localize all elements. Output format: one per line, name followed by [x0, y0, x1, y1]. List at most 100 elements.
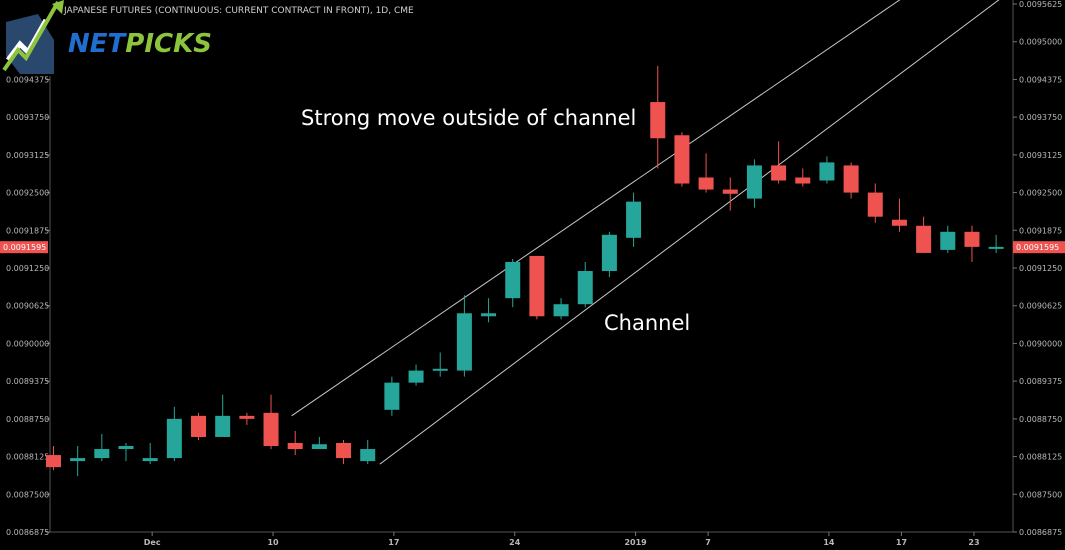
y-tick-label-right: 0.0088125 — [1019, 453, 1062, 462]
candle-body — [988, 246, 1004, 249]
last-price-label: 0.0091595 — [3, 243, 46, 252]
candle-body — [916, 225, 932, 253]
channel-lines — [291, 0, 1000, 465]
logo-arrowhead-icon — [52, 0, 64, 14]
y-tick-label-right: 0.0093750 — [1019, 113, 1062, 122]
candle — [118, 442, 134, 462]
candle — [408, 364, 424, 386]
candles — [46, 65, 1004, 477]
y-tick-label-right: 0.0091875 — [1019, 226, 1062, 235]
candle — [771, 141, 787, 184]
candle — [287, 430, 303, 456]
candle — [215, 394, 231, 437]
y-axis-left: 0.00956250.00950000.00943750.00937500.00… — [6, 0, 50, 537]
candle — [891, 198, 907, 232]
candle-body — [626, 201, 642, 238]
y-tick-label-right: 0.0088750 — [1019, 415, 1062, 424]
channel-line-upper — [291, 0, 901, 417]
candle-body — [432, 368, 448, 371]
candle-body — [771, 165, 787, 181]
candle — [529, 255, 545, 320]
candle-body — [505, 261, 521, 299]
candle — [191, 412, 207, 440]
x-tick-label: 7 — [705, 538, 711, 547]
y-tick-label-right: 0.0090625 — [1019, 302, 1062, 311]
candle — [70, 446, 86, 477]
y-tick-label-right: 0.0091250 — [1019, 264, 1062, 273]
last-price-tags: 0.0091595 0.0091595 — [0, 241, 1065, 254]
candle — [601, 231, 617, 278]
y-tick-label-right: 0.0093125 — [1019, 151, 1062, 160]
candle — [746, 159, 762, 208]
candle-body — [601, 234, 617, 272]
candle — [481, 298, 497, 323]
candle — [263, 394, 279, 450]
y-tick-label-right: 0.0094375 — [1019, 75, 1062, 84]
y-tick-label-right: 0.0087500 — [1019, 490, 1062, 499]
logo-green-arrow-icon — [2, 1, 60, 72]
y-tick-label-right: 0.0090000 — [1019, 339, 1062, 348]
y-tick-label-left: 0.0088750 — [6, 415, 49, 424]
candle-body — [142, 458, 158, 462]
candle — [505, 258, 521, 308]
candle — [722, 177, 738, 211]
x-tick-label: 10 — [267, 538, 279, 547]
candle — [94, 433, 110, 462]
candle-body — [891, 219, 907, 226]
y-tick-label-left: 0.0089375 — [6, 377, 49, 386]
candle-body — [698, 177, 714, 190]
candle-body — [360, 449, 376, 462]
y-tick-label-left: 0.0088125 — [6, 453, 49, 462]
x-tick-label: Dec — [144, 538, 161, 547]
candle — [626, 192, 642, 247]
candle-body — [674, 135, 690, 184]
candle-body — [577, 271, 593, 305]
candle — [964, 225, 980, 262]
candle — [239, 412, 255, 425]
last-price-tag — [0, 241, 48, 254]
candle-body — [70, 458, 86, 462]
candle — [166, 406, 182, 462]
candle — [843, 162, 859, 199]
y-tick-label-left: 0.0092500 — [6, 189, 49, 198]
candle-body — [746, 165, 762, 199]
x-tick-label: 23 — [968, 538, 979, 547]
y-tick-label-left: 0.0091250 — [6, 264, 49, 273]
y-axis-right: 0.0095625 0.0095000 0.0094375 0.0093750 0.00… — [1013, 0, 1062, 537]
y-tick-label-right: 0.0095625 — [1019, 0, 1062, 9]
candle — [867, 183, 883, 223]
logo-text: NETPICKS — [68, 29, 212, 59]
candle — [988, 234, 1004, 253]
candle — [360, 439, 376, 465]
candle — [311, 436, 327, 450]
candle — [456, 295, 472, 377]
candle — [650, 65, 666, 169]
candle-body — [94, 449, 110, 459]
candle-body — [336, 442, 352, 459]
candle-body — [166, 418, 182, 459]
annotation-strong-move: Strong move outside of channel — [301, 106, 636, 130]
candle-body — [529, 255, 545, 317]
y-tick-label-left: 0.0086875 — [6, 528, 49, 537]
candle — [674, 132, 690, 187]
y-tick-label-right: 0.0092500 — [1019, 189, 1062, 198]
candle — [336, 439, 352, 465]
candle-body — [408, 370, 424, 383]
y-tick-label-right: 0.0089375 — [1019, 377, 1062, 386]
y-tick-label-left: 0.0094375 — [6, 75, 49, 84]
y-tick-label-left: 0.0091875 — [6, 226, 49, 235]
candle — [940, 225, 956, 253]
candle — [384, 376, 400, 416]
x-tick-label: 2019 — [624, 538, 647, 547]
candle-body — [456, 313, 472, 371]
candle-body — [940, 231, 956, 250]
y-tick-label-left: 0.0090625 — [6, 302, 49, 311]
candle — [819, 156, 835, 184]
last-price-label: 0.0091595 — [1016, 243, 1059, 252]
candle-body — [311, 444, 327, 450]
y-tick-label-right: 0.0086875 — [1019, 528, 1062, 537]
chart-title: JAPANESE FUTURES (CONTINUOUS: CURRENT CO… — [63, 6, 414, 16]
logo-text-picks: PICKS — [125, 29, 212, 59]
netpicks-logo: NETPICKS — [0, 0, 212, 76]
last-price-tag — [1013, 241, 1065, 254]
